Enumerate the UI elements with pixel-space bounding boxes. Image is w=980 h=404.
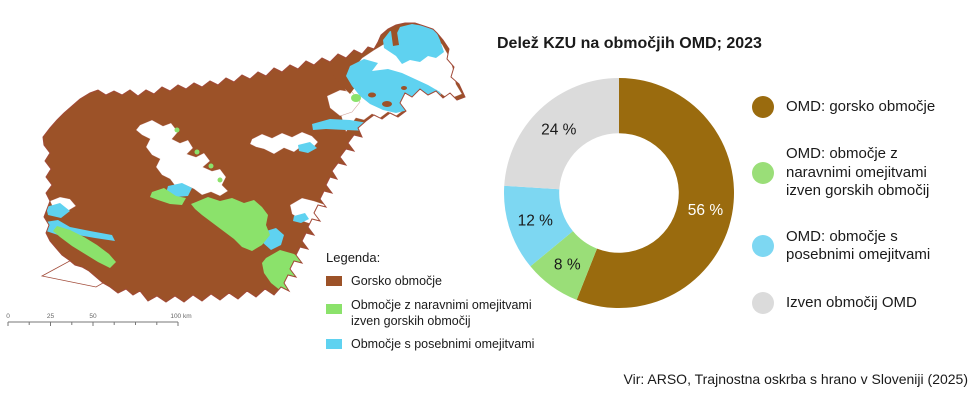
map-patch-blue-coast-2 [45,220,115,241]
gorsko-dot [752,96,774,118]
posebne-swatch [326,339,342,350]
chart-legend-item-naravne: OMD: območje z naravnimi omejitvami izve… [752,145,978,201]
chart-legend-label: OMD: gorsko območje [786,97,936,115]
map-legend: Legenda: Gorsko območje Območje z naravn… [326,250,538,361]
map-patch-green-brkini [53,226,116,268]
scale-label-50: 50 [89,313,97,320]
map-legend-title: Legenda: [326,250,381,265]
map-patch-green-dolenjska [191,197,270,251]
donut-slice-0 [576,78,734,308]
map-legend-label: Območje s posebnimi omejitvami [351,337,535,352]
naravne-dot [752,161,774,184]
map-patch-green-small [351,94,361,102]
slovenia-map: 0 25 50 100 km [6,22,466,326]
donut-slice-label-0: 56 % [688,202,724,219]
map-patch-brown-ridge [324,60,356,94]
donut-slice-label-3: 24 % [541,121,577,138]
scale-label-25: 25 [47,313,55,320]
chart-legend: OMD: gorsko območje OMD: območje z narav… [752,96,978,341]
map-scale-bar: 0 25 50 100 km [6,313,192,326]
donut-slice-label-1: 8 % [554,257,581,274]
donut-slice-2 [504,185,573,267]
map-brown-islets [368,31,407,107]
map-patch-green-barje [150,188,186,205]
map-islet [401,86,407,90]
map-islet [382,101,392,107]
map-legend-label: Območje z naravnimi omejitvami izven gor… [351,297,532,328]
map-islet [391,31,399,46]
map-legend-item-posebne: Območje s posebnimi omejitvami [326,337,538,353]
map-legend-item-gorsko: Gorsko območje [326,274,538,290]
chart-legend-label: OMD: območje s posebnimi omejitvami [786,227,931,264]
scale-label-100km: 100 km [170,313,191,320]
naravne-swatch [326,303,342,314]
map-patch-blue-goricko [383,24,444,64]
map-patch-green-small [194,149,200,155]
map-patch-green-small [217,177,223,183]
chart-title: Delež KZU na območjih OMD; 2023 [497,35,762,52]
donut-slice-1 [530,231,597,300]
chart-legend-item-posebne: OMD: območje s posebnimi omejitvami [752,228,978,265]
gorsko-swatch [326,276,342,286]
map-patch-white-ljubljana [135,119,229,197]
map-legend-item-naravne: Območje z naravnimi omejitvami izven gor… [326,298,538,330]
donut-chart: 56 % 8 % 12 % 24 % [504,78,734,308]
scale-label-0: 0 [6,313,10,320]
map-patch-green-small [208,163,214,169]
chart-legend-label: OMD: območje z naravnimi omejitvami izve… [786,145,930,200]
map-islet [368,92,376,98]
donut-slice-3 [504,78,619,190]
map-patch-green-small [174,127,180,133]
map-patch-white-celje [249,131,319,155]
country-border [42,22,466,303]
posebne-dot [752,235,774,258]
map-patch-blue-coast-1 [46,203,70,218]
map-legend-label: Gorsko območje [351,274,443,288]
map-patch-blue-krka [293,213,309,223]
chart-legend-label: Izven območij OMD [786,293,917,311]
chart-legend-item-izven: Izven območij OMD [752,291,978,314]
map-patch-blue-center [166,183,192,197]
map-patch-blue-celje [298,142,317,153]
izven-dot [752,291,774,314]
chart-legend-item-gorsko: OMD: gorsko območje [752,96,978,118]
source-attribution: Vir: ARSO, Trajnostna oskrba s hrano v S… [623,371,968,387]
donut-slice-label-2: 12 % [518,213,554,230]
